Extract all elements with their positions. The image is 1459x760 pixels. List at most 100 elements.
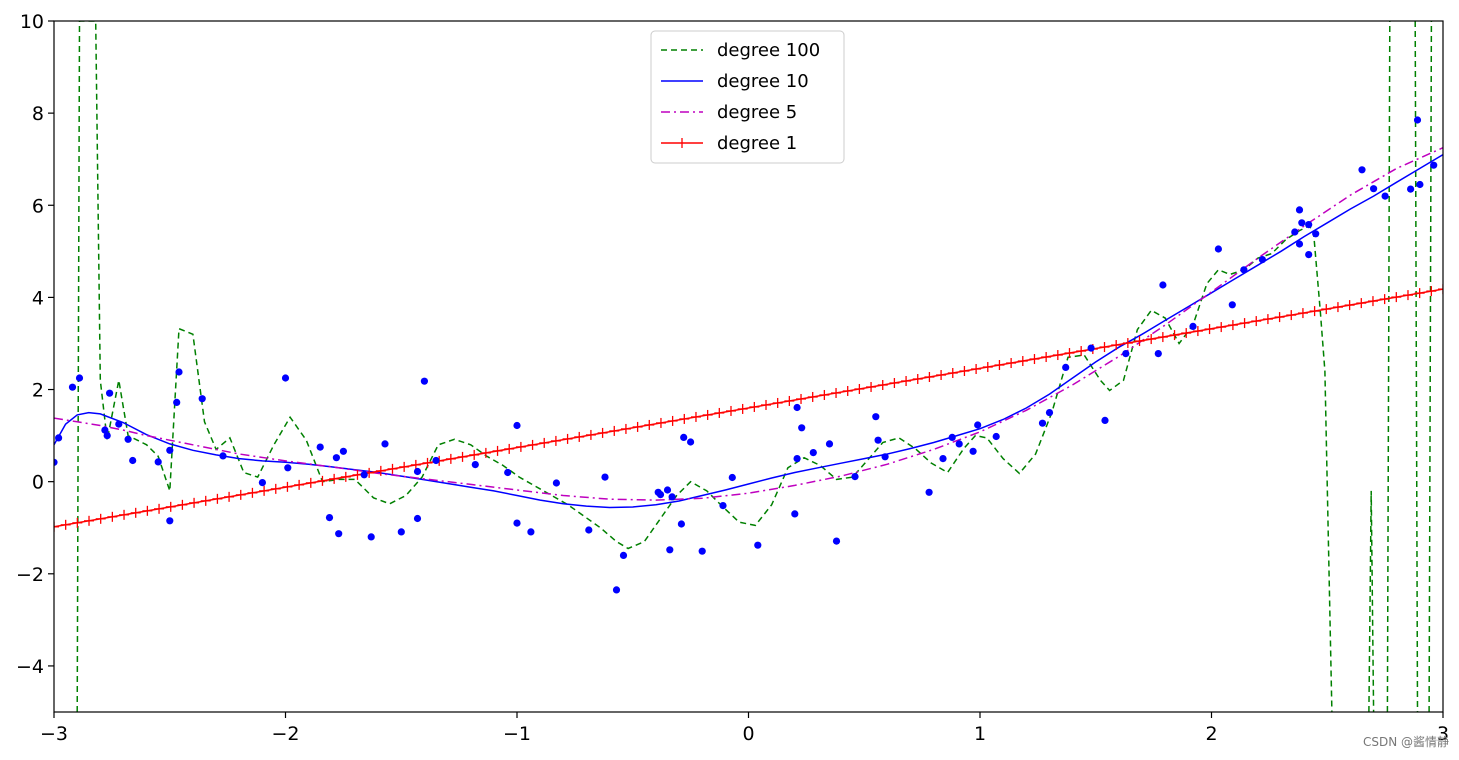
marker-plus: [609, 425, 620, 436]
marker-plus: [562, 433, 573, 444]
marker-plus: [994, 360, 1005, 371]
marker-plus: [247, 487, 258, 498]
marker-plus: [1216, 322, 1227, 333]
scatter-point: [1291, 228, 1299, 236]
marker-plus: [1111, 340, 1122, 351]
scatter-point: [793, 403, 801, 412]
marker-plus: [154, 503, 165, 514]
x-tick-label: 0: [742, 723, 754, 745]
scatter-point: [1240, 266, 1248, 274]
scatter-point: [832, 537, 841, 545]
marker-plus: [947, 368, 958, 379]
marker-plus: [807, 391, 818, 402]
marker-plus: [1402, 290, 1413, 301]
marker-plus: [1321, 304, 1332, 315]
marker-plus: [259, 485, 270, 496]
scatter-point: [75, 374, 84, 382]
scatter-point: [874, 436, 882, 444]
legend-label-degree-1: degree 1: [717, 133, 797, 154]
marker-plus: [1274, 312, 1285, 323]
marker-plus: [130, 507, 141, 518]
scatter-point: [1295, 240, 1304, 248]
scatter-point: [1295, 206, 1304, 214]
marker-plus: [142, 505, 153, 516]
marker-plus: [1204, 324, 1215, 335]
scatter-point: [1312, 230, 1320, 238]
marker-plus: [1099, 342, 1110, 353]
marker-plus: [1029, 354, 1040, 365]
marker-plus: [317, 475, 328, 486]
marker-plus: [212, 493, 223, 504]
scatter-point: [124, 435, 132, 443]
marker-plus: [515, 441, 526, 452]
x-tick-label: −3: [40, 723, 68, 745]
scatter-point: [872, 413, 880, 421]
marker-plus: [1344, 300, 1355, 311]
series-line-degree-100: [76, 21, 1333, 712]
scatter-point: [101, 426, 109, 434]
marker-plus: [480, 447, 491, 458]
scatter-point: [1159, 281, 1167, 289]
scatter-point: [955, 440, 963, 448]
scatter-point: [332, 454, 340, 462]
scatter-point: [335, 530, 343, 538]
scatter-point: [1045, 409, 1054, 417]
marker-plus: [305, 477, 316, 488]
marker-plus: [294, 479, 305, 490]
scatter-point: [397, 528, 405, 536]
x-tick-label: 2: [1205, 723, 1217, 745]
marker-plus: [737, 403, 748, 414]
scatter-point: [1214, 245, 1222, 253]
legend-label-degree-100: degree 100: [717, 40, 820, 61]
marker-plus: [54, 521, 59, 532]
x-tick-label: −1: [503, 723, 531, 745]
marker-plus: [749, 401, 760, 412]
scatter-point: [969, 447, 977, 455]
marker-plus: [165, 501, 176, 512]
marker-plus: [1297, 308, 1308, 319]
scatter-point: [754, 541, 762, 549]
marker-plus: [282, 481, 293, 492]
marker-plus: [690, 411, 701, 422]
scatter-point: [1101, 416, 1109, 424]
marker-plus: [200, 495, 211, 506]
y-tick-label: 4: [32, 287, 44, 309]
marker-plus: [796, 393, 807, 404]
marker-plus: [1262, 314, 1273, 325]
marker-plus: [1146, 334, 1157, 345]
y-tick-label: 0: [32, 472, 44, 494]
y-tick-label: −4: [16, 656, 44, 678]
scatter-point: [663, 486, 672, 494]
scatter-point: [656, 491, 665, 499]
scatter-point: [974, 421, 982, 429]
scatter-point: [668, 493, 676, 501]
scatter-point: [666, 546, 674, 554]
marker-plus: [1076, 346, 1087, 357]
legend: degree 100 degree 10 degree 5 degree 1: [650, 30, 845, 164]
marker-plus: [679, 413, 690, 424]
scatter-point: [281, 374, 290, 382]
scatter-point: [1087, 344, 1095, 352]
scatter-point: [1122, 350, 1130, 358]
axis-layer: −3 −2 −1 0 1 2 3 −4 −2 0 2 4 6 8 10: [16, 11, 1449, 745]
scatter-point: [129, 456, 137, 465]
marker-plus: [702, 409, 713, 420]
marker-plus: [842, 385, 853, 396]
marker-plus: [107, 511, 118, 522]
marker-plus: [632, 421, 643, 432]
scatter-point: [527, 528, 535, 536]
scatter-point: [106, 389, 114, 397]
scatter-point: [1413, 116, 1422, 124]
marker-plus: [469, 449, 480, 460]
marker-plus: [889, 377, 900, 388]
marker-plus: [714, 407, 725, 418]
scatter-point: [381, 440, 389, 448]
scatter-point: [719, 502, 727, 510]
marker-plus: [866, 381, 877, 392]
marker-plus: [1239, 318, 1250, 329]
scatter-point: [939, 455, 947, 463]
scatter-point: [367, 533, 375, 541]
scatter-point: [513, 519, 521, 527]
marker-plus: [1227, 320, 1238, 331]
